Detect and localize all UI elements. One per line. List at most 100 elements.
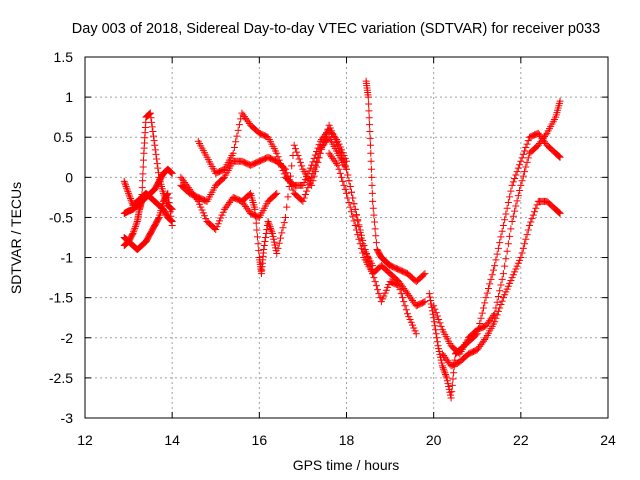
data-point-interp	[532, 204, 540, 212]
data-point-interp	[401, 302, 409, 310]
data-point-interp	[488, 271, 496, 279]
data-point-interp	[167, 216, 175, 224]
data-point-interp	[201, 212, 209, 220]
data-point-interp	[402, 306, 410, 314]
data-point	[260, 246, 268, 254]
data-point-interp	[498, 227, 506, 235]
data-point-interp	[368, 173, 376, 181]
data-point	[268, 229, 276, 237]
data-point-interp	[218, 211, 226, 219]
data-point	[447, 394, 455, 402]
data-point-interp	[502, 255, 510, 263]
data-point-interp	[340, 158, 348, 166]
data-point-interp	[437, 356, 445, 364]
series-arc-e	[177, 173, 281, 233]
data-point-interp	[365, 107, 373, 115]
data-point-interp	[362, 250, 370, 258]
data-point-interp	[365, 100, 373, 108]
data-point-interp	[274, 244, 282, 252]
data-point-interp	[198, 206, 206, 214]
data-point-interp	[509, 271, 517, 279]
data-point-interp	[267, 224, 275, 232]
data-point-interp	[489, 266, 497, 274]
series-arc-l	[430, 97, 564, 358]
data-point-interp	[504, 240, 512, 248]
data-point-interp	[298, 162, 306, 170]
data-point-interp	[270, 235, 278, 243]
data-point-interp	[555, 208, 563, 216]
data-point-interp	[442, 372, 450, 380]
data-point-interp	[496, 287, 504, 295]
series-arc-b	[120, 165, 176, 217]
data-point-interp	[523, 231, 531, 239]
data-point-interp	[496, 239, 504, 247]
data-point-interp	[234, 126, 242, 134]
data-point-interp	[148, 118, 156, 126]
data-point-interp	[217, 214, 225, 222]
data-point-interp	[511, 207, 519, 215]
data-point-interp	[371, 218, 379, 226]
data-point-interp	[253, 233, 261, 241]
data-point-interp	[341, 185, 349, 193]
data-point-interp	[320, 137, 328, 145]
data-point	[421, 298, 429, 306]
data-point-interp	[139, 163, 147, 171]
y-tick-label: -1.5	[49, 290, 73, 306]
data-point	[308, 181, 316, 189]
data-point-interp	[446, 391, 454, 399]
data-point-interp	[432, 330, 440, 338]
data-point	[281, 213, 289, 221]
data-point-interp	[235, 121, 243, 129]
data-point-interp	[323, 129, 331, 137]
data-point-interp	[321, 133, 329, 141]
data-point-interp	[420, 271, 428, 279]
data-point-interp	[382, 286, 390, 294]
data-point-interp	[305, 167, 313, 175]
data-point	[508, 181, 516, 189]
data-point-interp	[352, 211, 360, 219]
data-point-interp	[319, 141, 327, 149]
data-point	[334, 141, 342, 149]
data-point	[517, 254, 525, 262]
data-point-interp	[432, 326, 440, 334]
data-point-interp	[123, 186, 131, 194]
data-point-interp	[449, 375, 457, 383]
data-point-interp	[313, 163, 321, 171]
data-point-interp	[445, 382, 453, 390]
data-point-interp	[153, 160, 161, 168]
data-point-interp	[542, 131, 550, 139]
data-point-interp	[487, 275, 495, 283]
data-point	[364, 93, 372, 101]
data-point-interp	[504, 199, 512, 207]
x-axis-label: GPS time / hours	[293, 457, 400, 473]
x-tick-label: 24	[600, 432, 616, 448]
data-point-interp	[219, 208, 227, 216]
data-point	[430, 314, 438, 322]
data-point-interp	[370, 211, 378, 219]
data-point-interp	[150, 137, 158, 145]
data-point-interp	[439, 364, 447, 372]
data-point-interp	[286, 179, 294, 187]
data-point-interp	[531, 208, 539, 216]
x-tick-label: 18	[339, 432, 355, 448]
data-point-interp	[407, 318, 415, 326]
data-point	[212, 225, 220, 233]
data-point-interp	[285, 183, 293, 191]
data-point-interp	[492, 256, 500, 264]
data-point-interp	[352, 226, 360, 234]
data-point-interp	[437, 322, 445, 330]
data-point-interp	[493, 298, 501, 306]
data-point-interp	[444, 380, 452, 388]
data-point-interp	[167, 168, 175, 176]
data-point-interp	[381, 289, 389, 297]
data-point-interp	[371, 225, 379, 233]
data-point-interp	[315, 154, 323, 162]
data-point	[229, 149, 237, 157]
data-point-interp	[509, 212, 517, 220]
data-point-interp	[139, 177, 147, 185]
data-point-interp	[153, 155, 161, 163]
data-point-interp	[335, 165, 343, 173]
data-point-interp	[333, 160, 341, 168]
data-point-interp	[318, 145, 326, 153]
data-point-interp	[147, 114, 155, 122]
